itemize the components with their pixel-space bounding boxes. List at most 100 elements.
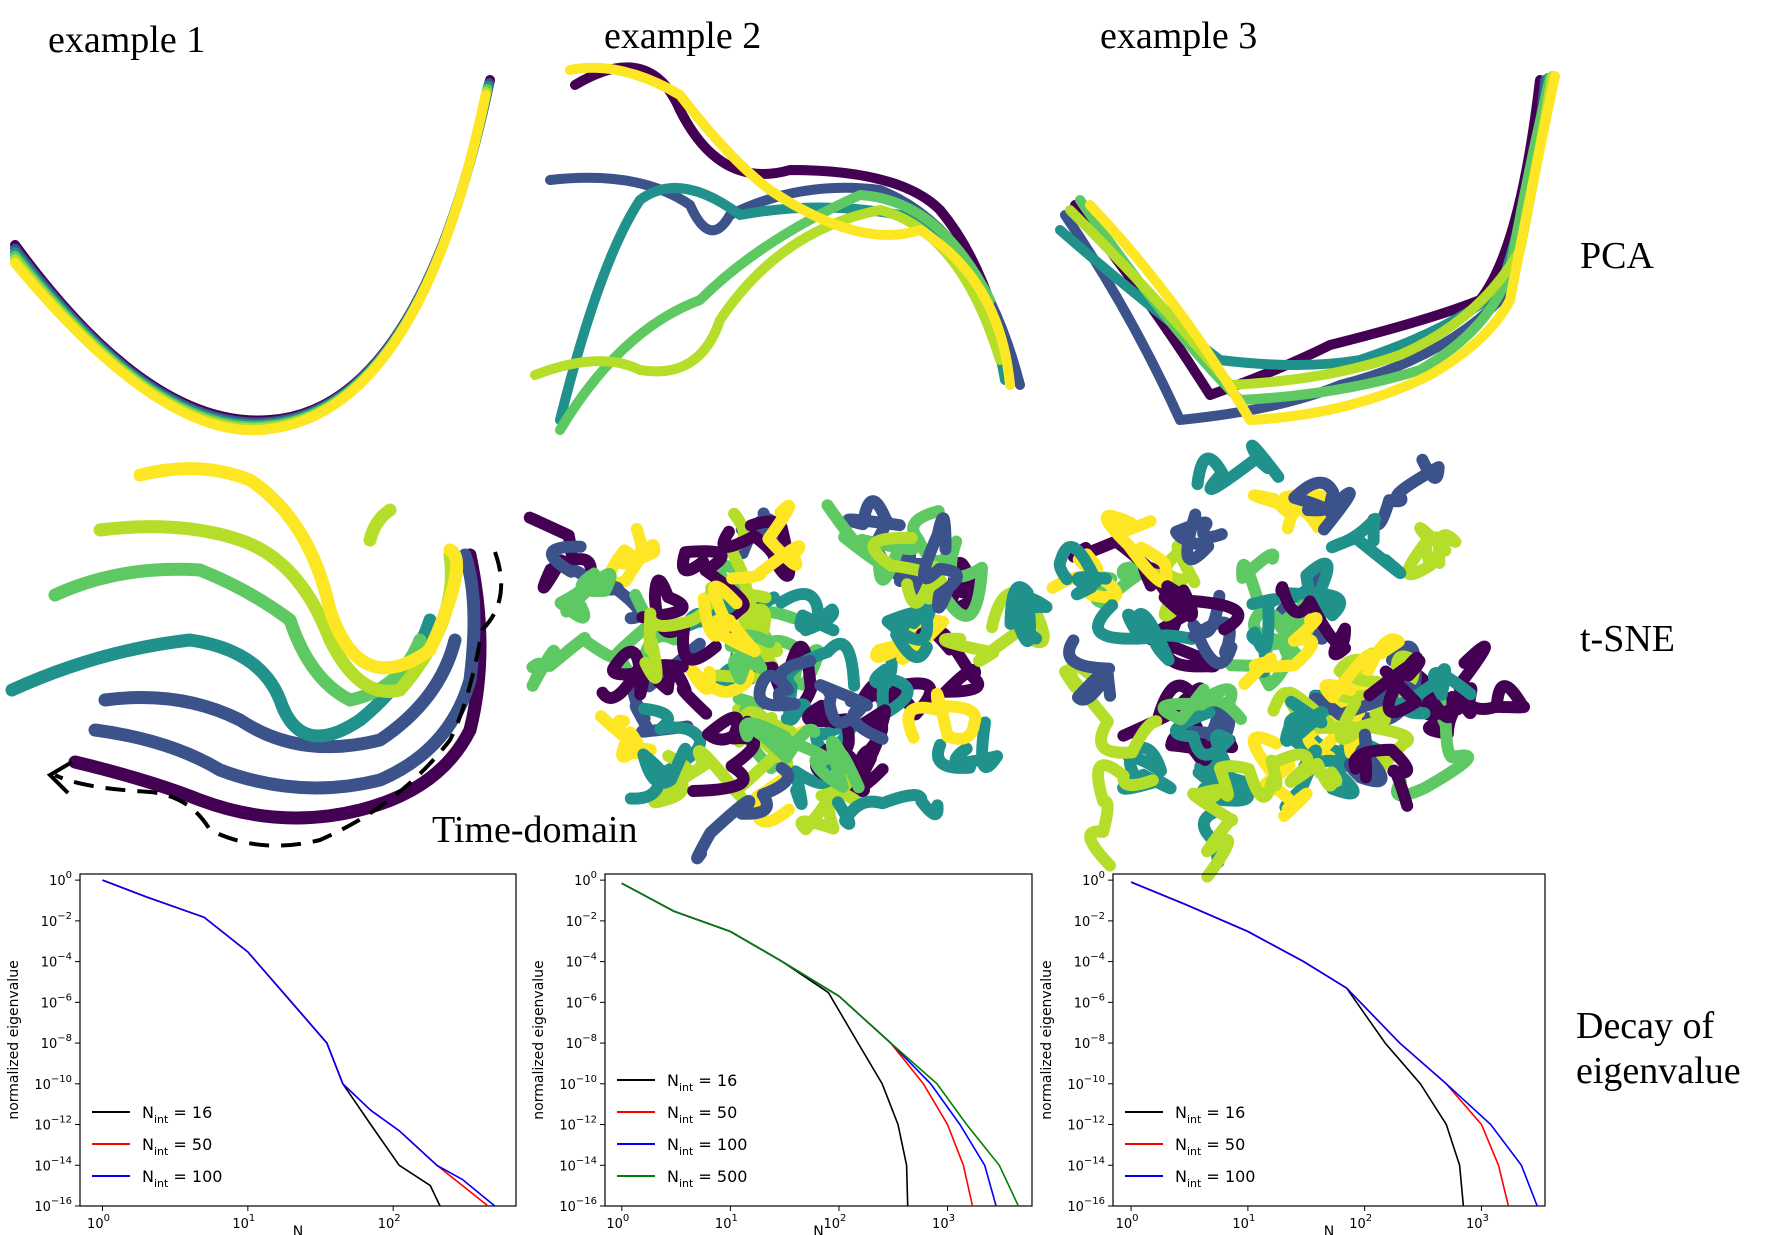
legend-label: Nint = 50 <box>1175 1135 1245 1158</box>
x-tick-label: 100 <box>87 1213 110 1232</box>
y-tick-label: 10−10 <box>1067 1074 1105 1093</box>
y-axis-label: normalized eigenvalue <box>531 960 547 1119</box>
x-tick-label: 100 <box>606 1213 629 1232</box>
tsne-trajectory-ex2 <box>902 687 982 745</box>
tsne-trajectory-ex2 <box>831 789 944 830</box>
series-line-n16 <box>621 882 909 1207</box>
tsne-trajectory-ex3 <box>1158 580 1245 636</box>
plot-frame <box>79 873 517 1207</box>
legend-label: Nint = 500 <box>667 1167 747 1190</box>
y-tick-label: 10−12 <box>1067 1115 1105 1134</box>
tsne-trajectory-ex2 <box>869 643 914 721</box>
pca-trajectory-ex1 <box>10 75 495 426</box>
pca-trajectory-ex1 <box>10 84 493 432</box>
y-tick-label: 10−8 <box>41 1033 72 1052</box>
column-title-example-3: example 3 <box>1100 15 1258 57</box>
tsne-trajectory-ex2 <box>867 531 948 609</box>
series-line-n16 <box>1130 881 1465 1207</box>
tsne-trajectory-ex3 <box>1275 581 1352 661</box>
x-axis-label: N <box>813 1224 823 1235</box>
y-axis-label: normalized eigenvalue <box>6 960 22 1119</box>
plot-frame <box>1112 873 1546 1207</box>
tsne-trajectory-ex3 <box>1191 439 1285 495</box>
tsne-trajectory-ex2 <box>738 717 821 764</box>
arrowhead-icon <box>46 760 74 795</box>
time-domain-arrow <box>46 551 504 848</box>
y-tick-label: 100 <box>49 870 72 889</box>
pca-trajectory-ex2 <box>555 190 995 435</box>
tsne-row <box>5 439 1530 883</box>
tsne-trajectory-ex2 <box>627 637 706 738</box>
column-title-example-1: example 1 <box>48 19 206 61</box>
tsne-trajectory-ex1 <box>68 548 487 825</box>
tsne-trajectory-ex3 <box>1092 599 1198 666</box>
row-label-pca: PCA <box>1580 235 1654 277</box>
legend-label: Nint = 50 <box>667 1103 737 1126</box>
x-tick-label: 102 <box>823 1213 846 1232</box>
tsne-trajectory-ex3 <box>1280 696 1329 747</box>
tsne-trajectory-ex3 <box>1348 743 1414 812</box>
x-tick-label: 101 <box>715 1213 738 1232</box>
tsne-trajectory-ex3 <box>1100 509 1173 589</box>
tsne-trajectory-ex2 <box>814 679 889 745</box>
tsne-trajectory-ex3 <box>1053 541 1112 601</box>
y-tick-label: 10−10 <box>559 1074 597 1093</box>
y-tick-label: 10−8 <box>566 1033 597 1052</box>
tsne-trajectory-ex3 <box>1117 741 1177 795</box>
column-title-example-2: example 2 <box>604 15 762 57</box>
tsne-trajectory-ex2 <box>918 512 963 614</box>
pca-trajectory-ex1 <box>10 81 494 430</box>
tsne-trajectory-ex3 <box>1288 476 1356 536</box>
tsne-trajectory-ex2 <box>835 704 891 788</box>
y-tick-label: 100 <box>574 870 597 889</box>
tsne-trajectory-ex2 <box>881 597 937 663</box>
series-line-n100 <box>102 879 496 1207</box>
tsne-trajectory-ex3 <box>1269 748 1343 792</box>
x-axis-label: N <box>293 1224 303 1235</box>
tsne-trajectory-ex3 <box>1319 633 1405 704</box>
pca-trajectory-ex1 <box>10 87 492 434</box>
series-line-n100 <box>621 882 997 1207</box>
legend-label: Nint = 16 <box>1175 1103 1245 1126</box>
tsne-trajectory-ex2 <box>639 581 718 684</box>
x-tick-label: 103 <box>932 1213 955 1232</box>
tsne-trajectory-ex2 <box>624 742 692 805</box>
y-tick-label: 10−6 <box>566 992 597 1011</box>
series-line-n500 <box>621 882 1020 1207</box>
tsne-trajectory-ex2 <box>774 732 865 794</box>
y-tick-label: 10−6 <box>1074 992 1105 1011</box>
eigenvalue-chart-2: 100 10−2 10−4 10−6 10−8 10−10 10−12 10−14 10−16 1… <box>531 870 1033 1235</box>
y-tick-label: 10−4 <box>566 952 597 971</box>
tsne-trajectory-ex3 <box>1452 640 1530 715</box>
series-line-n50 <box>621 882 974 1207</box>
y-tick-label: 10−16 <box>559 1196 597 1215</box>
pca-trajectory-ex3 <box>1070 75 1545 400</box>
y-tick-label: 10−10 <box>34 1074 72 1093</box>
row-label-decay-1: Decay of <box>1576 1005 1715 1047</box>
tsne-trajectory-ex1 <box>363 503 397 547</box>
legend-label: Nint = 16 <box>667 1071 737 1094</box>
tsne-trajectory-ex2 <box>636 574 722 666</box>
tsne-trajectory-ex3 <box>1281 557 1347 622</box>
tsne-trajectory-ex3 <box>1213 754 1283 803</box>
pca-trajectory-ex3 <box>1085 71 1560 425</box>
y-tick-label: 10−2 <box>566 911 597 930</box>
x-tick-label: 103 <box>1466 1213 1489 1232</box>
eigenvalue-chart-1: 100 10−2 10−4 10−6 10−8 10−10 10−12 10−14 10−16 1… <box>6 870 517 1235</box>
y-tick-label: 10−4 <box>1074 952 1105 971</box>
x-axis-label: N <box>1324 1224 1334 1235</box>
tsne-trajectory-ex3 <box>1170 508 1228 566</box>
tsne-trajectory-ex2 <box>526 632 621 692</box>
pca-trajectory-ex2 <box>565 62 1015 390</box>
tsne-trajectory-ex3 <box>1363 651 1426 718</box>
tsne-trajectory-ex2 <box>753 655 817 712</box>
pca-trajectory-ex1 <box>10 78 495 428</box>
legend-label: Nint = 100 <box>667 1135 747 1158</box>
tsne-trajectory-ex3 <box>1402 522 1462 581</box>
tsne-trajectory-ex2 <box>648 745 749 809</box>
tsne-trajectory-ex3 <box>1187 784 1239 883</box>
y-tick-label: 10−12 <box>559 1115 597 1134</box>
y-tick-label: 10−16 <box>1067 1196 1105 1215</box>
time-domain-dashed-path <box>54 551 504 848</box>
